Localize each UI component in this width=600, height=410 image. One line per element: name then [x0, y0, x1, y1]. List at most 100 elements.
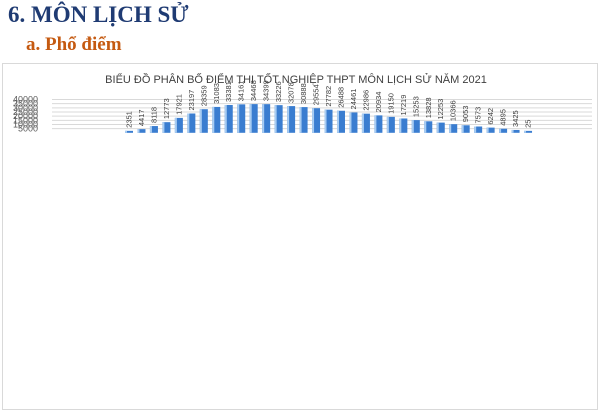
bar-highlight — [386, 116, 389, 133]
bar-highlight — [324, 109, 327, 133]
bar-value-label: 29554 — [312, 84, 321, 105]
bar-value-label: 34468 — [249, 80, 258, 101]
section-subheading: a. Phổ điểm — [26, 34, 122, 55]
bar — [224, 105, 233, 133]
bar-highlight — [287, 106, 290, 133]
bar — [336, 110, 345, 133]
bar-highlight — [461, 125, 464, 133]
distribution-bar-chart: BIỂU ĐỒ PHÂN BỐ ĐIỂM THI TỐT NGHIỆP THPT… — [13, 72, 592, 134]
bar-value-label: 27782 — [324, 86, 333, 107]
bar-highlight — [187, 113, 190, 133]
bar — [125, 130, 133, 133]
y-tick-label: 40000 — [13, 95, 38, 105]
bar — [274, 105, 283, 133]
bar-value-label: 34399 — [262, 80, 271, 101]
bar — [486, 127, 495, 133]
bar — [461, 125, 470, 133]
bar-highlight — [524, 130, 527, 133]
bar-highlight — [486, 127, 489, 133]
bar-highlight — [424, 121, 427, 133]
chart-title: BIỂU ĐỒ PHÂN BỐ ĐIỂM THI TỐT NGHIỆP THPT… — [105, 72, 487, 86]
bar — [524, 130, 533, 133]
bar — [312, 108, 321, 133]
bar — [436, 122, 445, 133]
bar-highlight — [174, 117, 177, 133]
bar — [499, 128, 508, 133]
y-tick-label: 30000 — [13, 103, 38, 113]
bar-highlight — [436, 122, 439, 133]
bar-highlight — [399, 118, 402, 133]
bar-value-label: 31083 — [212, 83, 221, 104]
bar-value-label: 12773 — [162, 98, 171, 119]
bar — [299, 107, 308, 133]
bar-highlight — [162, 122, 165, 133]
bar-value-label: 26488 — [336, 87, 345, 108]
bar-value-label: 4895 — [499, 109, 508, 126]
bar-value-label: 34161 — [237, 81, 246, 102]
bar — [249, 104, 258, 133]
bar — [162, 122, 171, 133]
bar-highlight — [411, 120, 414, 133]
bar-value-label: 25 — [524, 120, 533, 128]
bar-value-label: 30888 — [299, 83, 308, 104]
bar-value-label: 22986 — [361, 90, 370, 111]
bar-value-label: 23197 — [187, 90, 196, 111]
bar-highlight — [249, 104, 252, 133]
bar — [386, 116, 395, 133]
y-tick-label: 10000 — [13, 119, 38, 129]
bar — [237, 104, 246, 133]
bar-value-label: 20934 — [374, 92, 383, 113]
bar-value-label: 15253 — [411, 96, 420, 117]
bar-highlight — [274, 105, 277, 133]
bar — [449, 124, 458, 133]
bar — [212, 106, 221, 133]
bar-highlight — [374, 115, 377, 133]
bar — [474, 126, 483, 133]
bar-highlight — [149, 126, 152, 133]
bar-value-label: 6242 — [486, 108, 495, 125]
bar — [511, 129, 520, 133]
bar-value-label: 13828 — [424, 97, 433, 118]
bar-value-label: 28359 — [199, 85, 208, 106]
bar — [149, 126, 158, 133]
bar-highlight — [125, 130, 127, 133]
bar-value-label: 8118 — [149, 107, 158, 123]
bar-value-label: 3425 — [511, 110, 520, 127]
bar-highlight — [262, 104, 265, 133]
bar — [199, 109, 208, 133]
y-tick-label: 20000 — [13, 111, 38, 121]
bar-value-label: 32078 — [287, 82, 296, 103]
bar-highlight — [349, 112, 352, 133]
bar-highlight — [474, 126, 477, 133]
bar-highlight — [237, 104, 240, 133]
bar-value-label: 33226 — [274, 81, 283, 102]
bar-value-label: 9053 — [461, 106, 470, 123]
bar-highlight — [312, 108, 315, 133]
bar-highlight — [224, 105, 227, 133]
y-tick-label: 15000 — [13, 115, 38, 125]
bar-highlight — [212, 106, 215, 133]
bar-value-label: 12253 — [436, 99, 445, 120]
bar-highlight — [361, 113, 364, 133]
bar-value-label: 24461 — [349, 89, 358, 110]
bar-highlight — [336, 110, 339, 133]
bar-highlight — [449, 124, 452, 133]
bar — [174, 117, 183, 133]
bar — [287, 106, 296, 133]
bar-highlight — [299, 107, 302, 133]
bar-value-label: 10366 — [449, 100, 458, 121]
bar — [361, 113, 370, 133]
bar — [424, 121, 433, 133]
bar-value-label: 2351 — [125, 111, 134, 128]
section-heading: 6. MÔN LỊCH SỬ — [8, 2, 189, 27]
bar — [262, 104, 271, 133]
bar — [137, 129, 146, 133]
y-tick-label: 5000 — [18, 124, 38, 134]
y-tick-label: 35000 — [13, 99, 38, 109]
bar — [399, 118, 408, 133]
bar-value-label: 17219 — [399, 95, 408, 116]
y-tick-label: 25000 — [13, 107, 38, 117]
bar-highlight — [199, 109, 202, 133]
bar-highlight — [499, 128, 502, 133]
bar-highlight — [137, 129, 140, 133]
